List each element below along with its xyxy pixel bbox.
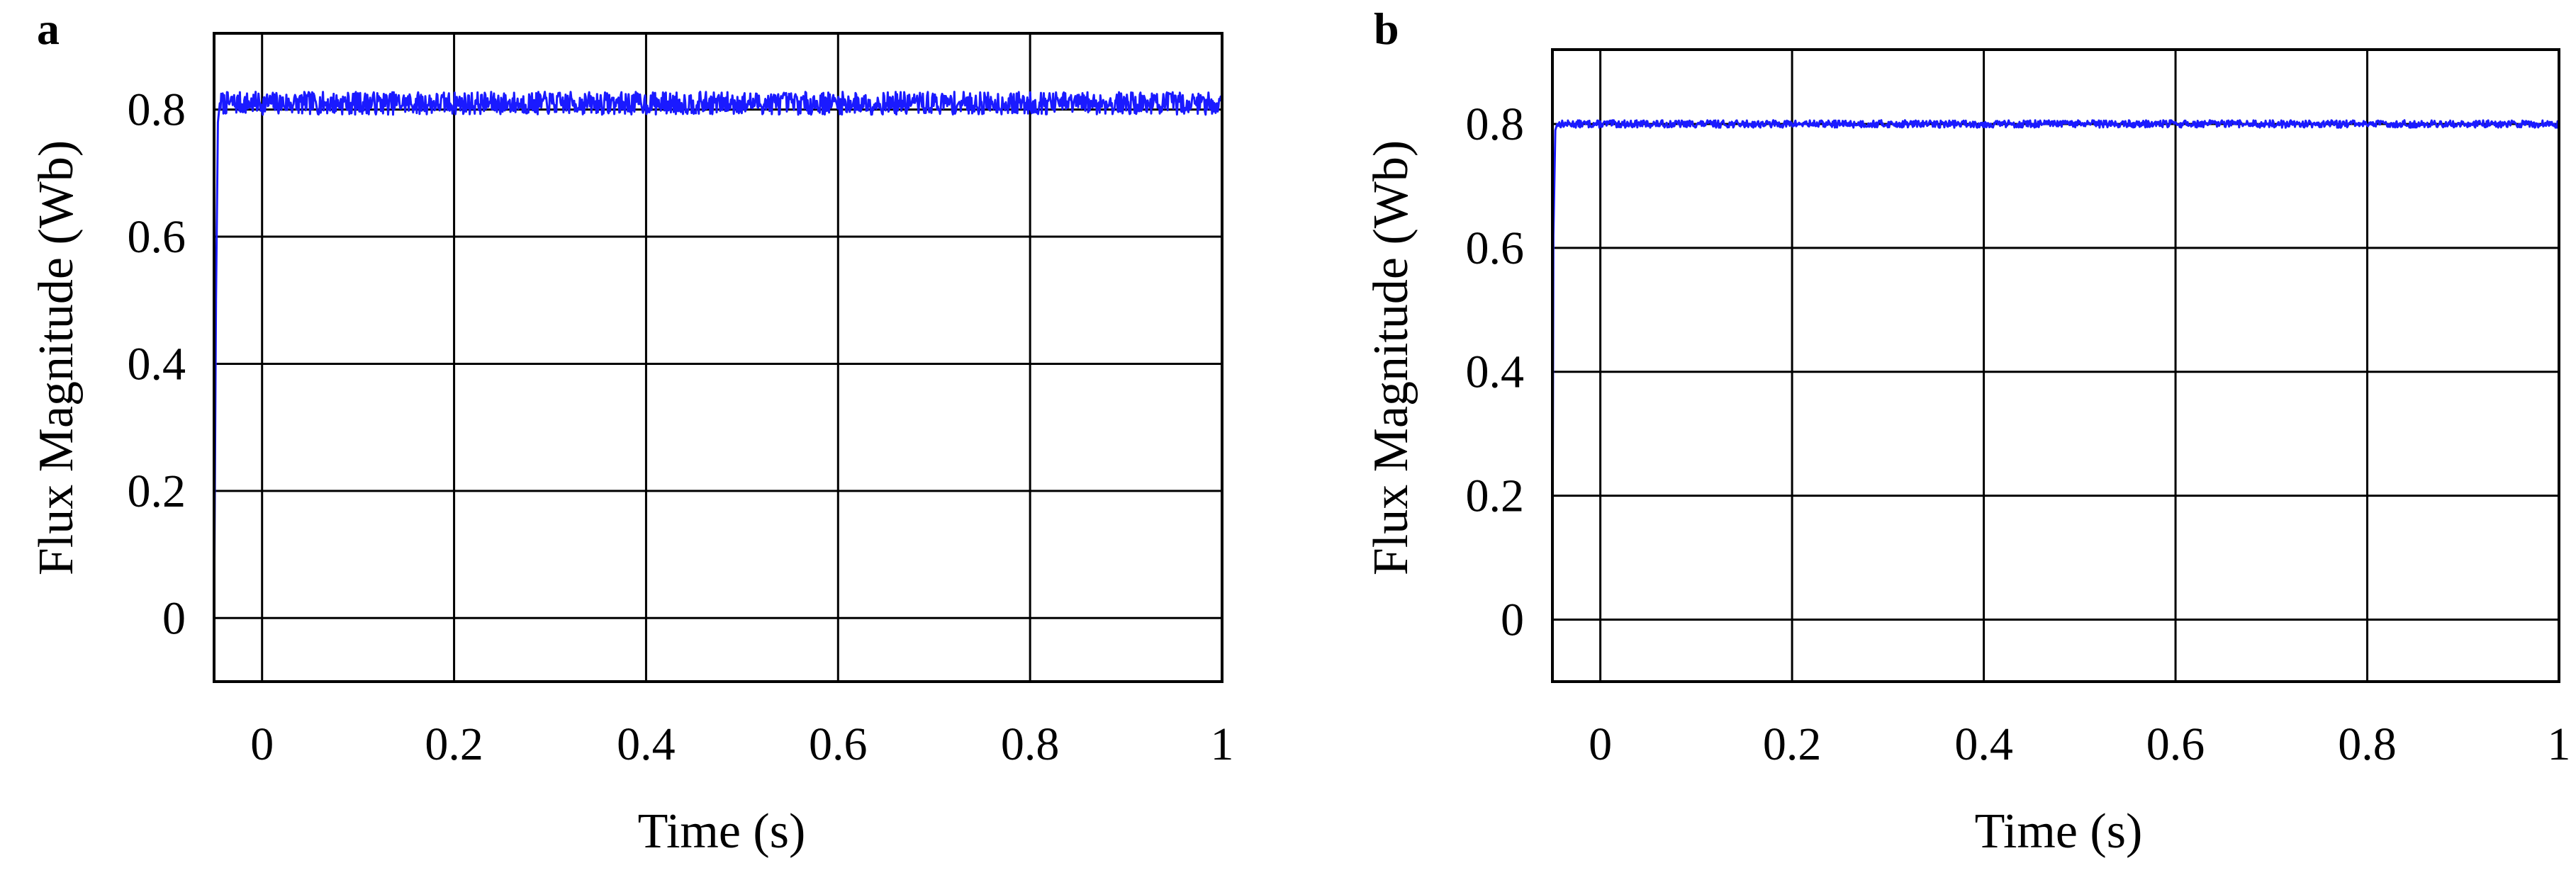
panel-b-y-tick-label: 0.6 <box>1466 222 1525 274</box>
panel-b-y-axis-label: Flux Magnitude (Wb) <box>1364 140 1418 575</box>
panel-a-y-tick-label: 0.6 <box>128 211 186 263</box>
panel-a-x-axis-label: Time (s) <box>638 804 806 859</box>
panel-b-flux-line <box>1551 119 2560 620</box>
panel-a-y-tick-label: 0 <box>162 592 186 644</box>
panel-b-x-tick-label: 1 <box>2548 718 2571 770</box>
panel-b-y-tick-label: 0 <box>1501 594 1524 646</box>
panel-a-x-tick-label: 0 <box>250 718 274 770</box>
panel-b-x-axis-label: Time (s) <box>1975 804 2143 859</box>
panel-b-x-ticks: 0 0.2 0.4 0.6 0.8 1 <box>1589 718 2570 770</box>
panel-b-y-tick-label: 0.2 <box>1466 470 1525 522</box>
panel-b-x-tick-label: 0.8 <box>2338 718 2397 770</box>
panel-a-x-tick-label: 0.8 <box>1001 718 1060 770</box>
panel-b-series <box>1551 119 2560 620</box>
panel-a-x-tick-label: 1 <box>1211 718 1234 770</box>
panel-a-y-axis-label: Flux Magnitude (Wb) <box>29 140 84 575</box>
panel-a-y-ticks: 0 0.2 0.4 0.6 0.8 <box>128 84 186 645</box>
panel-a-x-tick-label: 0.6 <box>809 718 868 770</box>
panel-b-x-tick-label: 0.6 <box>2146 718 2205 770</box>
panel-a-plot-frame <box>213 32 1223 683</box>
panel-a-x-tick-label: 0.2 <box>425 718 483 770</box>
panel-a-series <box>213 91 1223 619</box>
panel-a-x-ticks: 0 0.2 0.4 0.6 0.8 1 <box>250 718 1233 770</box>
panel-a-y-tick-label: 0.4 <box>128 338 186 390</box>
panel-b-x-tick-label: 0.2 <box>1763 718 1822 770</box>
panel-b-grid <box>1552 50 2560 682</box>
panel-a-flux-line <box>213 91 1223 619</box>
panel-b-x-tick-label: 0 <box>1589 718 1612 770</box>
panel-a-grid <box>214 33 1223 682</box>
panel-a-y-tick-label: 0.2 <box>128 466 186 517</box>
panel-b-x-tick-label: 0.4 <box>1954 718 2013 770</box>
panel-b-letter: b <box>1374 4 1399 54</box>
panel-a-y-tick-label: 0.8 <box>128 84 186 136</box>
panel-b: b 0 0.2 0.4 0.6 0.8 1 00.20.40.60.8 Time (s) … <box>1364 4 2571 859</box>
panel-a: a 0 0.2 0.4 0.6 0.8 1 00.20.40.60.8 Time (s) … <box>29 4 1234 859</box>
panel-b-plot-frame <box>1551 48 2560 683</box>
panel-a-x-tick-label: 0.4 <box>617 718 676 770</box>
panel-b-y-ticks: 0 0.2 0.4 0.6 0.8 <box>1466 98 1525 646</box>
panel-b-y-tick-label: 0.4 <box>1466 346 1525 398</box>
panel-b-y-tick-label: 0.8 <box>1466 98 1525 150</box>
panel-a-letter: a <box>37 4 60 54</box>
